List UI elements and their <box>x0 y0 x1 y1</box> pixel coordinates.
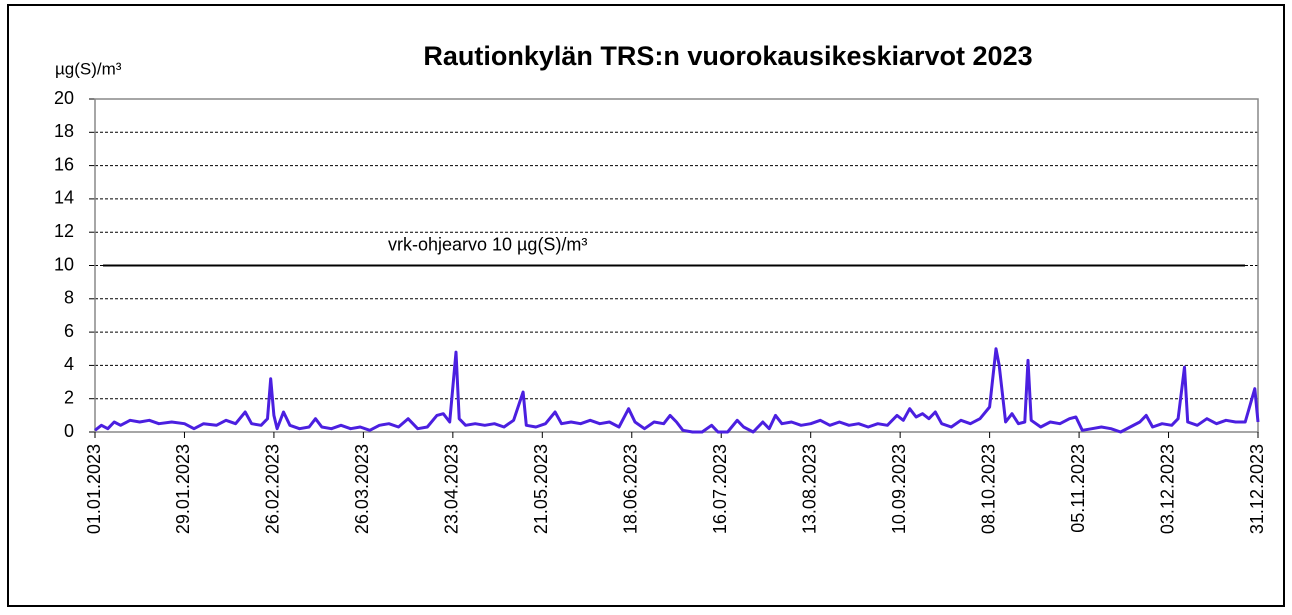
x-tick-label: 23.04.2023 <box>442 444 462 534</box>
x-tick-label: 01.01.2023 <box>84 444 104 534</box>
y-tick-label: 18 <box>54 121 74 141</box>
x-tick-label: 10.09.2023 <box>889 444 909 534</box>
x-tick-label: 13.08.2023 <box>799 444 819 534</box>
x-tick-label: 21.05.2023 <box>531 444 551 534</box>
y-tick-label: 12 <box>54 221 74 241</box>
data-line <box>94 347 1260 434</box>
y-tick-label: 0 <box>64 421 74 441</box>
y-axis-label: µg(S)/m³ <box>55 59 122 78</box>
x-tick-label: 16.07.2023 <box>710 444 730 534</box>
x-tick-label: 26.03.2023 <box>352 444 372 534</box>
x-tick-label: 29.01.2023 <box>173 444 193 534</box>
y-tick-label: 4 <box>64 354 74 374</box>
y-tick-label: 14 <box>54 188 74 208</box>
x-tick-label: 31.12.2023 <box>1247 444 1267 534</box>
reference-label: vrk-ohjearvo 10 µg(S)/m³ <box>388 234 587 254</box>
x-tick-label: 26.02.2023 <box>263 444 283 534</box>
x-tick-label: 18.06.2023 <box>621 444 641 534</box>
y-tick-label: 10 <box>54 254 74 274</box>
x-tick-label: 08.10.2023 <box>978 444 998 534</box>
chart-title: Rautionkylän TRS:n vuorokausikeskiarvot … <box>423 41 1032 71</box>
y-tick-label: 6 <box>64 321 74 341</box>
y-tick-label: 20 <box>54 88 74 108</box>
x-tick-label: 03.12.2023 <box>1157 444 1177 534</box>
plot-area <box>94 98 1259 433</box>
chart-frame <box>7 4 1285 607</box>
x-tick-label: 05.11.2023 <box>1068 444 1088 533</box>
y-tick-label: 8 <box>64 288 74 308</box>
y-tick-label: 2 <box>64 387 74 407</box>
y-tick-label: 16 <box>54 154 74 174</box>
